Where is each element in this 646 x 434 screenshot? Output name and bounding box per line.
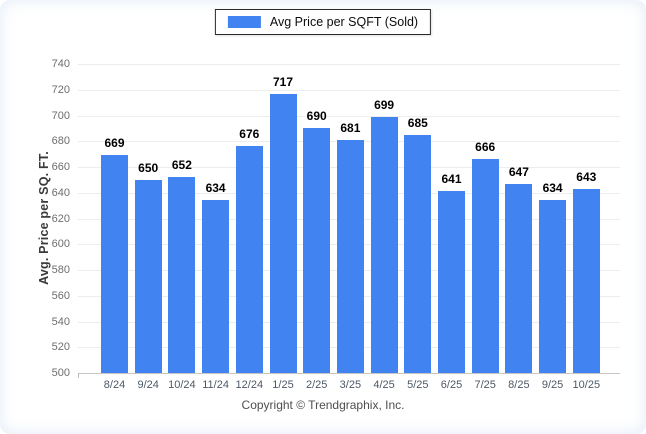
y-tick-label: 680 [51,135,70,148]
x-tick-label: 1/25 [272,379,294,391]
copyright-text: Copyright © Trendgraphix, Inc. [241,398,405,412]
bar-value-label: 641 [441,172,462,187]
x-tick-label: 12/24 [235,379,264,391]
y-tick-label: 700 [51,109,70,122]
bar-10-25 [572,188,600,373]
axis-corner-tick [78,373,79,378]
y-tick-label: 500 [51,367,70,379]
bar-1-25 [269,93,297,373]
bar-8-24 [101,155,128,373]
x-tick-label: 4/25 [373,379,395,391]
bar-3-25 [336,139,364,373]
y-tick-label: 660 [51,161,70,173]
bar-value-label: 634 [205,181,226,196]
x-tick-label: 10/25 [572,379,601,391]
y-tick-label: 720 [51,83,70,96]
x-tick-label: 2/25 [305,379,328,391]
bar-12-24 [235,146,263,373]
x-tick-label: 11/24 [202,379,229,391]
bar-value-label: 699 [374,97,395,112]
bar-value-label: 647 [508,164,529,179]
bar-value-label: 690 [306,109,327,124]
legend-label: Avg Price per SQFT (Sold) [269,15,419,29]
bar-4-25 [370,116,398,373]
bar-9-24 [134,179,162,373]
gridline [78,64,620,65]
bar-value-label: 666 [475,140,496,155]
bar-value-label: 669 [104,136,125,151]
bar-value-label: 717 [272,74,294,89]
bar-11-24 [202,200,230,373]
bar-2-25 [303,128,331,373]
y-tick-label: 560 [51,289,70,302]
bar-value-label: 643 [576,169,597,184]
bar-value-label: 634 [542,181,563,196]
x-tick-label: 9/25 [541,379,564,391]
y-tick-label: 540 [51,315,70,328]
y-tick-label: 520 [51,341,70,354]
bar-value-label: 681 [340,120,361,135]
bar-value-label: 676 [239,127,260,142]
plot-area: 500 520 540 560 580 600 620 640 660 680 700 720 740 … [52,58,620,391]
bar-9-25 [539,200,567,373]
x-axis-line [78,373,620,374]
y-tick-label: 620 [51,212,70,225]
bar-7-25 [471,159,499,373]
bar-8-25 [505,183,533,373]
x-tick-label: 10/24 [168,379,196,391]
y-tick-label: 600 [51,238,70,251]
y-tick-label: 580 [51,264,70,276]
x-tick-label: 6/25 [440,379,463,391]
bar-value-label: 652 [171,158,192,173]
x-tick-label: 5/25 [407,379,429,391]
x-tick-label: 8/24 [103,379,126,391]
x-tick-label: 8/25 [508,379,530,391]
bar-6-25 [438,191,465,373]
gridline [78,115,620,117]
legend-swatch-icon [227,16,261,28]
bar-value-label: 685 [407,115,428,130]
x-tick-label: 7/25 [474,379,496,391]
y-tick-label: 740 [51,58,70,70]
gridline [78,89,620,91]
bar-value-label: 650 [138,160,159,175]
x-tick-label: 9/24 [137,379,159,391]
x-tick-label: 3/25 [339,379,362,391]
bar-5-25 [404,134,432,373]
legend: Avg Price per SQFT (Sold) [214,9,432,35]
y-tick-label: 640 [51,186,70,199]
bar-10-24 [168,177,196,373]
